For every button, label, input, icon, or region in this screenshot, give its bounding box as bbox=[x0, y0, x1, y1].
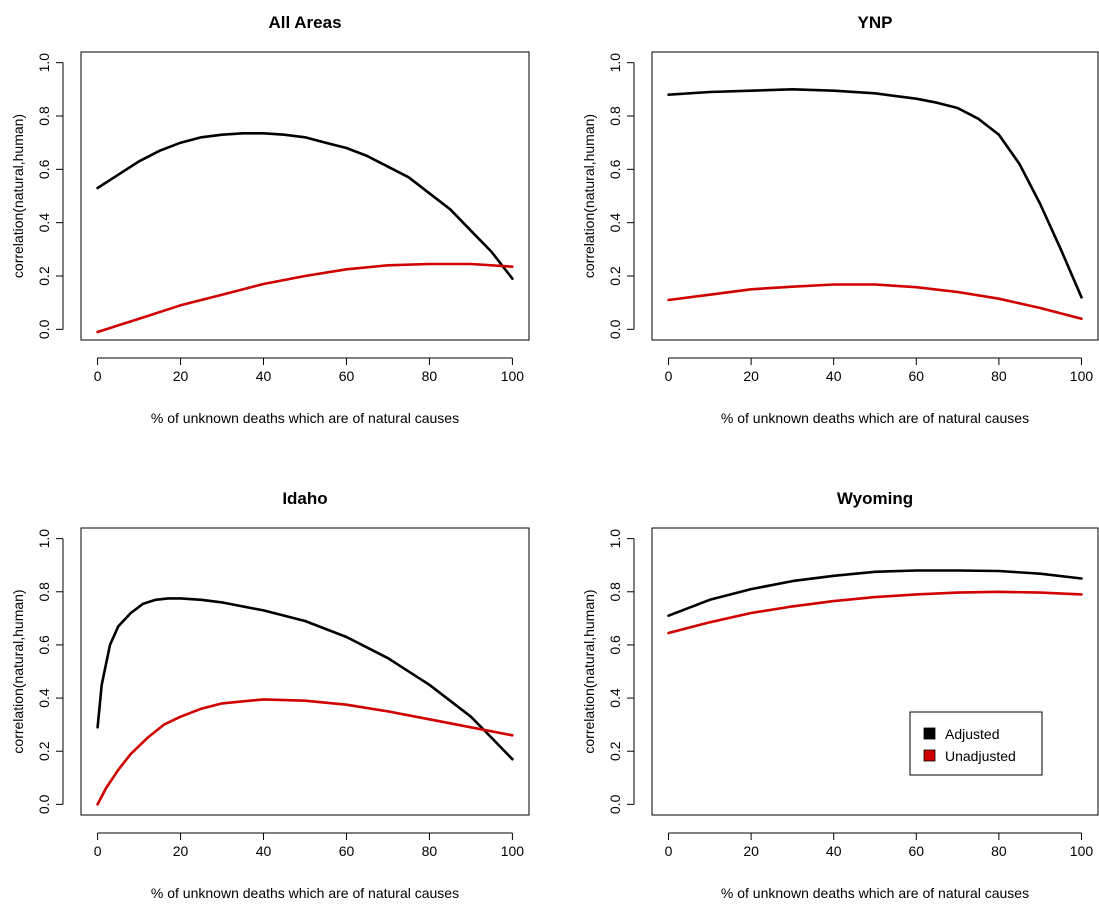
x-tick-label: 100 bbox=[501, 368, 525, 384]
y-tick-label: 0.8 bbox=[607, 582, 623, 602]
x-tick-label: 80 bbox=[422, 368, 438, 384]
x-tick-label: 0 bbox=[665, 368, 673, 384]
x-tick-label: 60 bbox=[909, 368, 925, 384]
x-tick-label: 100 bbox=[501, 843, 525, 859]
x-axis-label: % of unknown deaths which are of natural… bbox=[151, 410, 459, 426]
y-tick-label: 0.4 bbox=[36, 688, 52, 708]
x-tick-label: 80 bbox=[991, 843, 1007, 859]
y-tick-label: 0.4 bbox=[36, 213, 52, 233]
y-tick-label: 0.4 bbox=[607, 688, 623, 708]
y-tick-label: 1.0 bbox=[607, 529, 623, 549]
series-line bbox=[667, 569, 1083, 618]
legend: Adjusted Unadjusted bbox=[909, 711, 1043, 776]
x-tick-label: 40 bbox=[256, 368, 272, 384]
chart-title: Idaho bbox=[282, 489, 327, 508]
x-tick-label: 100 bbox=[1070, 843, 1094, 859]
x-tick-label: 40 bbox=[256, 843, 272, 859]
y-axis-label: correlation(natural,human) bbox=[581, 589, 597, 753]
legend-swatch bbox=[923, 727, 936, 740]
y-tick-label: 0.2 bbox=[36, 741, 52, 761]
x-tick-label: 60 bbox=[339, 843, 355, 859]
x-tick-label: 20 bbox=[743, 368, 759, 384]
y-tick-label: 0.8 bbox=[36, 582, 52, 602]
chart-title: All Areas bbox=[268, 13, 341, 32]
series-line bbox=[96, 597, 514, 761]
x-tick-label: 40 bbox=[826, 843, 842, 859]
x-tick-label: 100 bbox=[1070, 368, 1094, 384]
y-tick-label: 0.0 bbox=[36, 319, 52, 339]
y-tick-label: 1.0 bbox=[607, 53, 623, 73]
chart-panel: YNP 0 20 40 60 80 100 0.0 0.2 0.4 0.6 0.8 1.0 % of un… bbox=[581, 13, 1099, 426]
series-line bbox=[96, 262, 514, 334]
y-tick-label: 0.2 bbox=[36, 266, 52, 286]
x-tick-label: 20 bbox=[743, 843, 759, 859]
series-line bbox=[667, 88, 1083, 299]
y-tick-label: 1.0 bbox=[36, 53, 52, 73]
x-tick-label: 40 bbox=[826, 368, 842, 384]
y-tick-label: 0.6 bbox=[607, 159, 623, 179]
x-tick-label: 0 bbox=[665, 843, 673, 859]
y-axis-label: correlation(natural,human) bbox=[10, 589, 26, 753]
chart-panel: Wyoming 0 20 40 60 80 100 0.0 0.2 0.4 0.6 0.8 1.0 % o… bbox=[581, 489, 1099, 901]
chart-panel: All Areas 0 20 40 60 80 100 0.0 0.2 0.4 0.6 0.8 1.0%… bbox=[10, 13, 530, 426]
plot-frame bbox=[80, 527, 530, 816]
legend-box bbox=[909, 711, 1043, 776]
plot-frame bbox=[80, 51, 530, 341]
y-tick-label: 0.0 bbox=[607, 794, 623, 814]
series-line bbox=[96, 132, 514, 281]
x-tick-label: 80 bbox=[422, 843, 438, 859]
chart-panel: Idaho 0 20 40 60 80 100 0.0 0.2 0.4 0.6 0.8 1.0 % of … bbox=[10, 489, 530, 901]
x-axis-label: % of unknown deaths which are of natural… bbox=[721, 410, 1029, 426]
plot-frame bbox=[651, 51, 1099, 341]
y-tick-label: 0.0 bbox=[36, 794, 52, 814]
y-tick-label: 0.0 bbox=[607, 319, 623, 339]
x-tick-label: 60 bbox=[339, 368, 355, 384]
y-axis-label: correlation(natural,human) bbox=[581, 114, 597, 278]
y-tick-label: 0.6 bbox=[36, 159, 52, 179]
series-line bbox=[96, 698, 514, 806]
x-tick-label: 20 bbox=[173, 368, 189, 384]
x-axis-label: % of unknown deaths which are of natural… bbox=[151, 885, 459, 901]
y-tick-label: 0.2 bbox=[607, 266, 623, 286]
y-tick-label: 1.0 bbox=[36, 529, 52, 549]
chart-title: Wyoming bbox=[837, 489, 913, 508]
y-tick-label: 0.4 bbox=[607, 213, 623, 233]
y-axis-label: correlation(natural,human) bbox=[10, 114, 26, 278]
legend-swatch bbox=[923, 749, 936, 762]
x-tick-label: 0 bbox=[94, 843, 102, 859]
y-tick-label: 0.8 bbox=[607, 106, 623, 126]
series-line bbox=[667, 283, 1083, 321]
y-tick-label: 0.6 bbox=[36, 635, 52, 655]
y-tick-label: 0.8 bbox=[36, 106, 52, 126]
x-axis-label: % of unknown deaths which are of natural… bbox=[721, 885, 1029, 901]
legend-label: Unadjusted bbox=[945, 748, 1016, 764]
x-tick-label: 0 bbox=[94, 368, 102, 384]
plot-frame bbox=[651, 527, 1099, 816]
x-tick-label: 20 bbox=[173, 843, 189, 859]
x-tick-label: 60 bbox=[909, 843, 925, 859]
y-tick-label: 0.6 bbox=[607, 635, 623, 655]
legend-label: Adjusted bbox=[945, 726, 999, 742]
chart-title: YNP bbox=[858, 13, 893, 32]
y-tick-label: 0.2 bbox=[607, 741, 623, 761]
x-tick-label: 80 bbox=[991, 368, 1007, 384]
series-line bbox=[667, 590, 1083, 635]
